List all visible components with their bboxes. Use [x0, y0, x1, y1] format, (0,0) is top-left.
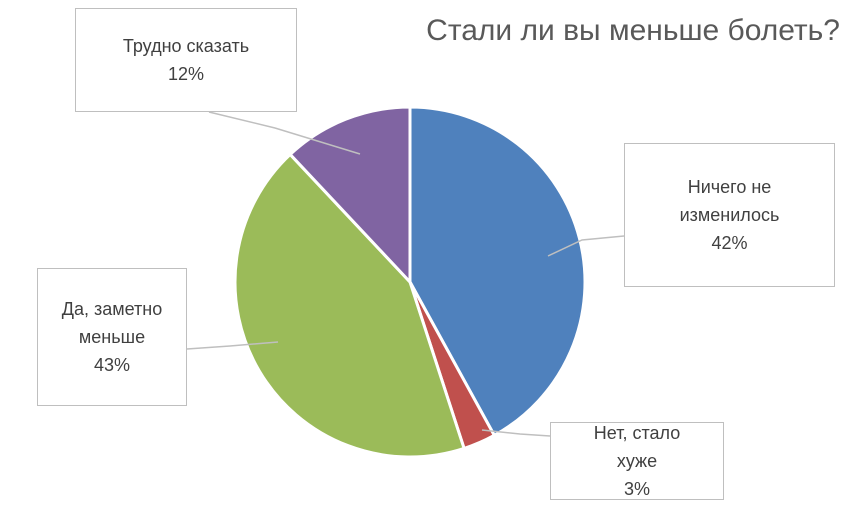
label-category: Да, заметно меньше — [61, 299, 163, 347]
label-value: 3% — [623, 479, 650, 499]
data-label: Да, заметно меньше 43% — [37, 268, 187, 406]
label-value: 42% — [711, 233, 748, 253]
label-category: Нет, стало хуже — [593, 423, 681, 471]
data-label: Трудно сказать 12% — [75, 8, 297, 112]
pie-slice — [408, 105, 587, 438]
leader-line — [547, 235, 625, 257]
pie-slice — [233, 152, 466, 459]
leader-line — [186, 341, 279, 350]
data-label: Нет, стало хуже 3% — [550, 422, 724, 500]
leader-line — [208, 111, 361, 155]
chart-title: Стали ли вы меньше болеть? — [426, 14, 840, 47]
pie-slice — [288, 105, 412, 286]
label-value: 43% — [93, 355, 131, 375]
label-category: Ничего не изменилось — [679, 177, 780, 225]
data-label: Ничего не изменилось 42% — [624, 143, 835, 287]
label-value: 12% — [167, 64, 205, 84]
label-category: Трудно сказать — [122, 36, 250, 56]
leader-line — [481, 429, 551, 437]
